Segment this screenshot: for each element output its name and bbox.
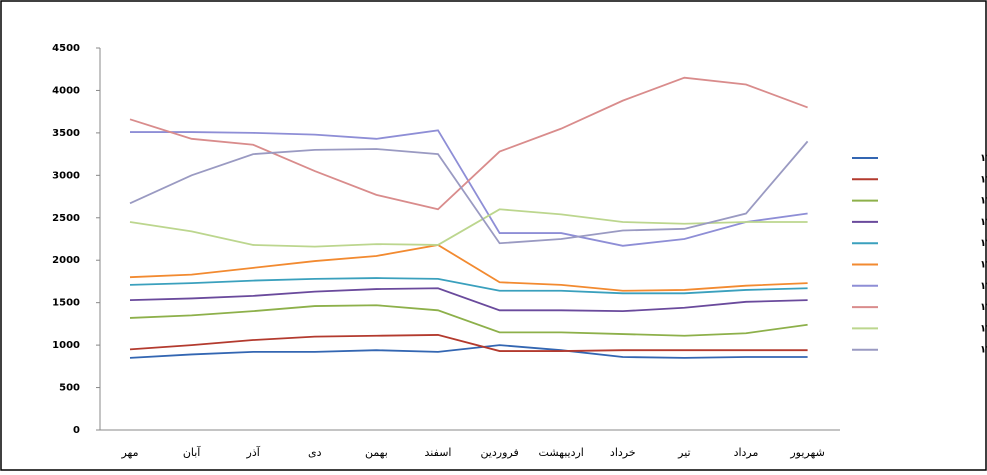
legend-label: جوانان ۱۳۸۵ bbox=[980, 260, 987, 271]
series-line bbox=[129, 277, 808, 295]
y-tick-label: 4500 bbox=[52, 43, 80, 54]
series-line bbox=[129, 287, 808, 313]
x-tick-label: اسفند bbox=[425, 446, 452, 459]
legend-label: جوانان ۱۳۸۳ bbox=[980, 217, 987, 228]
x-tick-label: آذر bbox=[246, 445, 261, 459]
y-tick-label: 3000 bbox=[52, 170, 80, 181]
x-tick-label: مرداد bbox=[734, 446, 759, 459]
x-tick-label: خرداد bbox=[610, 446, 636, 459]
legend-label: جوانان ۱۳۸۱ bbox=[980, 174, 987, 185]
series-line bbox=[129, 304, 808, 337]
x-tick-label: شهریور bbox=[789, 446, 824, 459]
y-tick-label: 1500 bbox=[52, 298, 80, 309]
legend-label: جوانان ۱۳۸۴ bbox=[980, 238, 987, 249]
series-line bbox=[129, 140, 809, 245]
y-tick-label: 4000 bbox=[52, 85, 80, 96]
legend-label: جوانان ۱۳۸۰ bbox=[980, 153, 987, 164]
x-tick-label: بهمن bbox=[365, 446, 388, 459]
x-tick-label: اردیبهشت bbox=[539, 446, 584, 459]
x-tick-label: تیر bbox=[677, 446, 690, 459]
y-tick-label: 3500 bbox=[52, 128, 80, 139]
series-line bbox=[130, 129, 808, 247]
series-line bbox=[129, 208, 808, 248]
y-tick-label: 2500 bbox=[52, 213, 80, 224]
x-tick-label: فروردین bbox=[480, 446, 518, 459]
x-tick-label: مهر bbox=[120, 446, 138, 459]
legend-label: جوانان ۱۳۸۹ bbox=[980, 345, 987, 356]
series-line bbox=[129, 76, 808, 211]
legend-label: جوانان ۱۳۸۶ bbox=[980, 281, 987, 292]
y-tick-label: 0 bbox=[73, 425, 80, 436]
legend-label: جوانان ۱۳۸۷ bbox=[980, 302, 987, 313]
x-tick-label: دی bbox=[308, 446, 322, 459]
legend-label: جوانان ۱۳۸۲ bbox=[980, 196, 987, 207]
y-tick-label: 1000 bbox=[52, 340, 80, 351]
y-tick-label: 500 bbox=[59, 383, 80, 394]
legend-label: جوانان ۱۳۸۸ bbox=[980, 323, 987, 334]
series-line bbox=[129, 344, 808, 359]
series-line bbox=[129, 334, 808, 352]
x-tick-label: آبان bbox=[183, 445, 201, 459]
series-line bbox=[129, 243, 808, 292]
y-tick-label: 2000 bbox=[52, 255, 80, 266]
